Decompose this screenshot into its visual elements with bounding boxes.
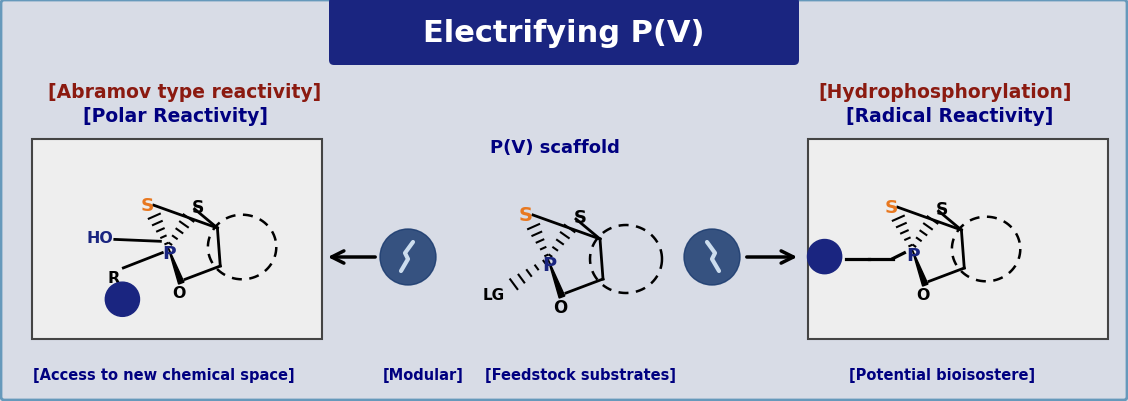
Text: HO: HO xyxy=(86,231,113,245)
Circle shape xyxy=(380,229,437,285)
Text: S: S xyxy=(192,198,204,217)
Circle shape xyxy=(808,240,841,274)
Text: P: P xyxy=(162,244,176,262)
Circle shape xyxy=(684,229,740,285)
Text: [Feedstock substrates]: [Feedstock substrates] xyxy=(485,368,677,383)
Polygon shape xyxy=(548,259,565,298)
Text: [Radical Reactivity]: [Radical Reactivity] xyxy=(846,107,1054,126)
Text: [Polar Reactivity]: [Polar Reactivity] xyxy=(82,107,267,126)
Text: O: O xyxy=(173,286,186,300)
Text: [Potential bioisostere]: [Potential bioisostere] xyxy=(848,368,1036,383)
Polygon shape xyxy=(913,249,928,286)
Text: S: S xyxy=(884,199,898,217)
Text: [Hydrophosphorylation]: [Hydrophosphorylation] xyxy=(818,83,1072,102)
Bar xyxy=(32,140,321,339)
Text: [Modular]: [Modular] xyxy=(382,368,464,383)
Text: O: O xyxy=(917,288,931,302)
Text: S: S xyxy=(573,209,587,227)
Text: Electrifying P(V): Electrifying P(V) xyxy=(423,20,705,49)
Text: O: O xyxy=(553,298,567,316)
Text: S: S xyxy=(519,206,534,225)
Text: S: S xyxy=(140,197,153,215)
Text: S: S xyxy=(936,200,949,219)
Text: P(V) scaffold: P(V) scaffold xyxy=(490,139,620,157)
Polygon shape xyxy=(168,247,184,284)
Text: [Abramov type reactivity]: [Abramov type reactivity] xyxy=(49,83,321,102)
Text: [Access to new chemical space]: [Access to new chemical space] xyxy=(33,368,294,383)
Text: R: R xyxy=(108,270,120,285)
Text: P: P xyxy=(541,256,556,275)
Bar xyxy=(808,140,1108,339)
Text: LG: LG xyxy=(483,288,505,303)
Circle shape xyxy=(105,282,140,316)
FancyBboxPatch shape xyxy=(329,0,799,66)
Text: P: P xyxy=(906,246,919,264)
